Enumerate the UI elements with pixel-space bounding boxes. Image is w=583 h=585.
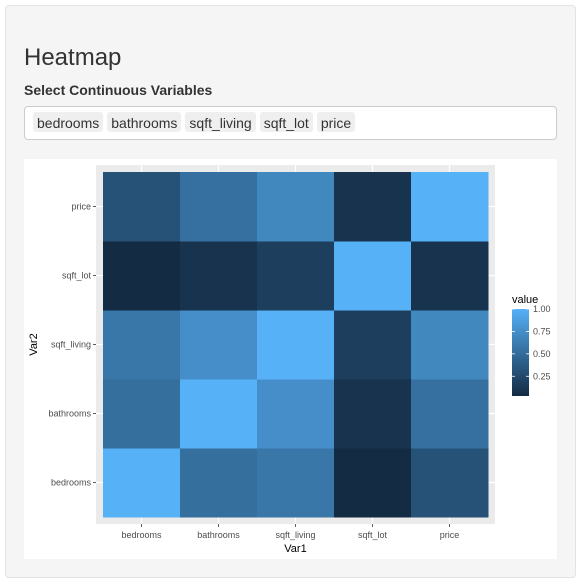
heatmap-cell: [180, 448, 258, 518]
selected-variable-chip[interactable]: bathrooms: [107, 112, 182, 132]
selected-variable-chip[interactable]: sqft_living: [185, 112, 256, 132]
page-title: Heatmap: [24, 44, 122, 71]
legend-colorbar: [512, 309, 529, 396]
heatmap-cell: [180, 172, 258, 242]
y-tick-label: bathrooms: [48, 409, 91, 419]
x-tick-label: sqft_living: [275, 530, 315, 540]
selected-variable-chip[interactable]: sqft_lot: [259, 112, 313, 132]
heatmap-cell: [103, 241, 181, 311]
heatmap-cell: [411, 448, 489, 518]
heatmap-cell: [103, 379, 181, 449]
legend-tick-label: 0.25: [533, 371, 551, 381]
heatmap-cell: [257, 448, 335, 518]
heatmap-plot: bedrooms bathrooms sqft_living sqft_lot pric…: [24, 159, 557, 559]
x-tick-label: bedrooms: [121, 530, 162, 540]
heatmap-cell: [257, 241, 335, 311]
heatmap-cell: [180, 241, 258, 311]
heatmap-cell: [334, 172, 412, 242]
legend-tick-label: 0.75: [533, 326, 551, 336]
heatmap-cell: [257, 172, 335, 242]
heatmap-cell: [411, 241, 489, 311]
heatmap-cell: [257, 310, 335, 380]
y-tick-label: bedrooms: [51, 478, 92, 488]
heatmap-cell: [257, 379, 335, 449]
heatmap-cell: [103, 448, 181, 518]
legend-tick-label: 1.00: [533, 304, 551, 314]
selected-variable-chip[interactable]: bedrooms: [33, 112, 104, 132]
y-tick-label: price: [71, 202, 91, 212]
heatmap-cell: [411, 172, 489, 242]
variable-multiselect[interactable]: bedrooms bathrooms sqft_living sqft_lot …: [24, 106, 557, 140]
sidebar-panel: Heatmap Select Continuous Variables bedr…: [5, 5, 576, 578]
legend-title: value: [512, 294, 538, 306]
heatmap-cell: [411, 379, 489, 449]
heatmap-cell: [334, 448, 412, 518]
heatmap-cell: [180, 310, 258, 380]
heatmap-svg: bedrooms bathrooms sqft_living sqft_lot pric…: [28, 165, 551, 555]
x-tick-label: bathrooms: [197, 530, 240, 540]
select-label: Select Continuous Variables: [24, 82, 213, 98]
selected-variable-chip[interactable]: price: [316, 112, 356, 132]
x-axis-title: Var1: [284, 543, 306, 555]
x-tick-label: price: [440, 530, 460, 540]
heatmap-cell: [103, 172, 181, 242]
y-tick-label: sqft_living: [51, 340, 91, 350]
y-tick-label: sqft_lot: [62, 271, 92, 281]
heatmap-cell: [103, 310, 181, 380]
heatmap-cell: [411, 310, 489, 380]
heatmap-cell: [334, 379, 412, 449]
heatmap-cell: [334, 310, 412, 380]
heatmap-cell: [334, 241, 412, 311]
y-axis-title: Var2: [28, 333, 40, 355]
x-tick-label: sqft_lot: [358, 530, 388, 540]
heatmap-cell: [180, 379, 258, 449]
legend-tick-label: 0.50: [533, 349, 551, 359]
